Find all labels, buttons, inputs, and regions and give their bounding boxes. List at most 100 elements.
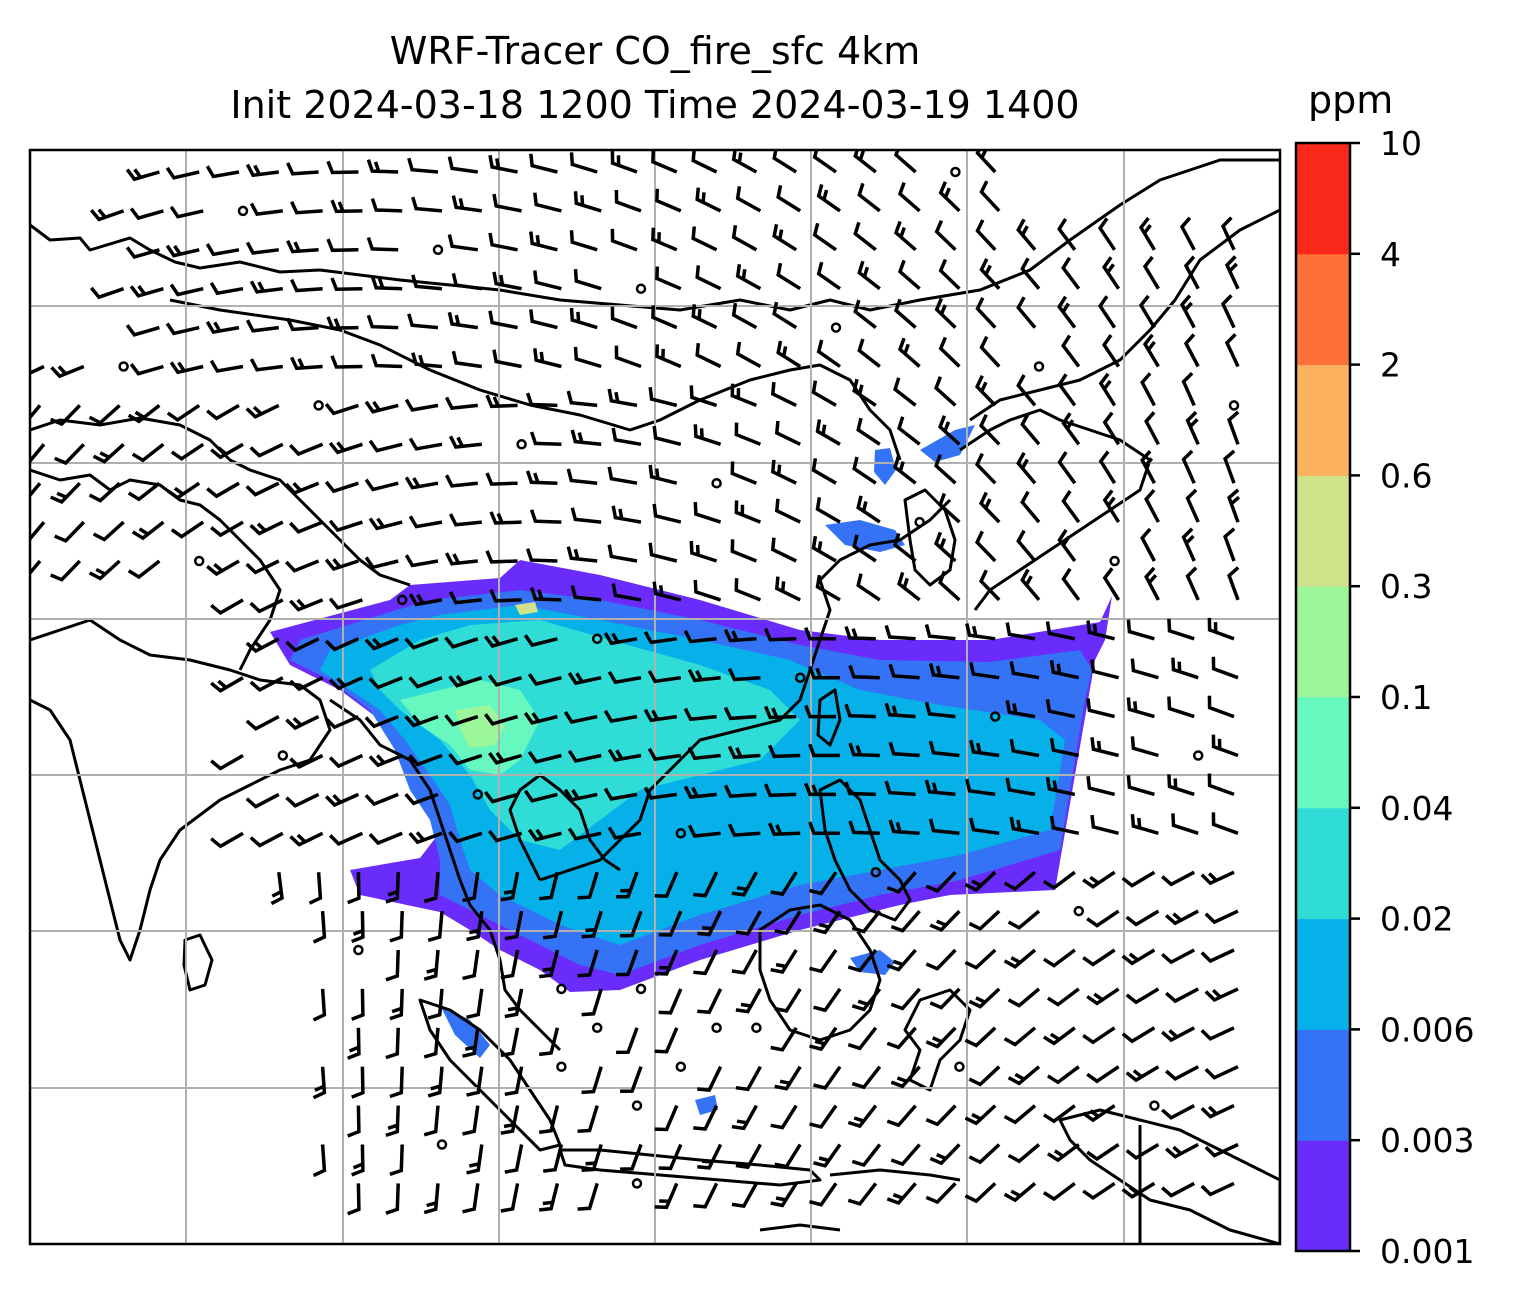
wind-barb: [330, 355, 363, 369]
wind-calm-marker: [1073, 905, 1085, 917]
wind-barb: [731, 302, 758, 330]
wind-barb: [484, 635, 519, 649]
colorbar-tick-label: 0.006: [1380, 1010, 1474, 1049]
wind-barb: [610, 151, 638, 174]
wind-barb: [813, 1143, 842, 1168]
wind-barb: [567, 672, 602, 686]
wind-barb: [404, 398, 439, 412]
wind-barb: [1167, 696, 1195, 719]
wind-barb: [651, 227, 678, 252]
wind-barb: [848, 820, 880, 836]
wind-calm-marker: [794, 672, 806, 683]
wind-barb: [654, 871, 679, 898]
wind-barb: [607, 748, 642, 762]
wind-barb: [581, 988, 603, 1017]
wind-calm-marker: [396, 594, 408, 606]
wind-barb: [127, 559, 161, 580]
wind-barb: [1045, 776, 1076, 797]
wind-barb: [170, 520, 205, 539]
wind-barb: [488, 751, 523, 765]
wind-barb: [1183, 333, 1200, 368]
wind-barb: [643, 786, 678, 800]
wind-barb: [693, 1104, 719, 1131]
wind-barb: [290, 356, 323, 371]
wind-barb: [812, 150, 838, 174]
wind-barb: [851, 1143, 882, 1168]
wind-barb: [408, 437, 443, 451]
wind-barb: [50, 404, 82, 427]
wind-barb: [893, 532, 917, 563]
colorbar-tick-label: 2: [1380, 346, 1401, 385]
wind-barb: [763, 783, 797, 798]
wind-barb: [581, 1066, 603, 1095]
wind-barb: [577, 949, 599, 978]
wind-barb: [30, 404, 42, 421]
wind-barb: [611, 583, 642, 602]
wind-barb: [1086, 620, 1116, 641]
wind-barb: [890, 987, 921, 1011]
wind-barb: [525, 548, 558, 563]
wind-barb: [857, 338, 881, 368]
wind-barb: [652, 425, 682, 446]
coast-west: [30, 468, 282, 671]
wind-calm-marker: [118, 361, 129, 372]
wind-barb: [1042, 1104, 1076, 1124]
wind-barb: [1086, 1143, 1120, 1162]
wind-barb: [643, 631, 678, 645]
wind-barb: [285, 637, 320, 653]
wind-barb: [938, 336, 961, 368]
wind-barb: [856, 495, 881, 524]
wind-barb: [1046, 1143, 1080, 1163]
wind-barb: [1007, 1065, 1041, 1086]
wind-barb: [245, 637, 280, 654]
wind-barb: [529, 509, 562, 524]
wind-barb: [969, 817, 1000, 836]
colorbar-tick-label: 0.04: [1380, 789, 1453, 828]
wind-calm-marker: [1149, 1100, 1160, 1111]
wind-barb: [533, 192, 562, 213]
wind-barb: [1161, 870, 1196, 887]
wind-barb: [210, 753, 244, 771]
wind-barb: [723, 784, 757, 799]
wind-barb: [466, 1144, 484, 1175]
wind-barb: [776, 340, 802, 368]
wind-barb: [448, 753, 483, 766]
wind-barb: [364, 637, 399, 651]
wind-barb: [364, 478, 399, 492]
wind-barb: [504, 1066, 524, 1097]
wind-barb: [1167, 774, 1195, 797]
wind-barb: [1007, 909, 1041, 930]
wind-barb: [607, 826, 642, 840]
wind-barb: [969, 739, 1000, 758]
wind-barb: [1138, 294, 1156, 329]
wind-barb: [734, 422, 762, 446]
wind-barb: [767, 822, 801, 836]
wind-barb: [324, 715, 360, 730]
wind-barb: [620, 910, 643, 938]
wind-barb: [1057, 295, 1077, 329]
wind-barb: [169, 361, 204, 375]
wind-barb: [1061, 334, 1081, 368]
wind-barb: [651, 305, 678, 330]
wind-barb: [404, 637, 439, 650]
wind-calm-marker: [711, 1022, 722, 1034]
wind-barb: [774, 420, 801, 446]
wind-barb: [245, 792, 280, 809]
wind-barb: [723, 628, 757, 643]
wind-barb: [693, 424, 722, 446]
wind-barb: [205, 165, 240, 179]
wind-barb: [886, 1026, 917, 1050]
wind-calm-marker: [237, 205, 249, 217]
wind-barb: [462, 949, 480, 981]
wind-barb: [693, 579, 722, 602]
border-china-mongolia: [169, 298, 902, 461]
wind-barb: [853, 150, 877, 174]
wind-barb: [654, 949, 679, 976]
wind-barb: [245, 319, 280, 333]
wind-barb: [1121, 948, 1156, 966]
wind-barb: [965, 778, 996, 797]
wind-barb: [975, 297, 997, 329]
wind-barb: [811, 458, 837, 485]
wind-barb: [210, 520, 244, 538]
wind-barb: [289, 442, 324, 457]
